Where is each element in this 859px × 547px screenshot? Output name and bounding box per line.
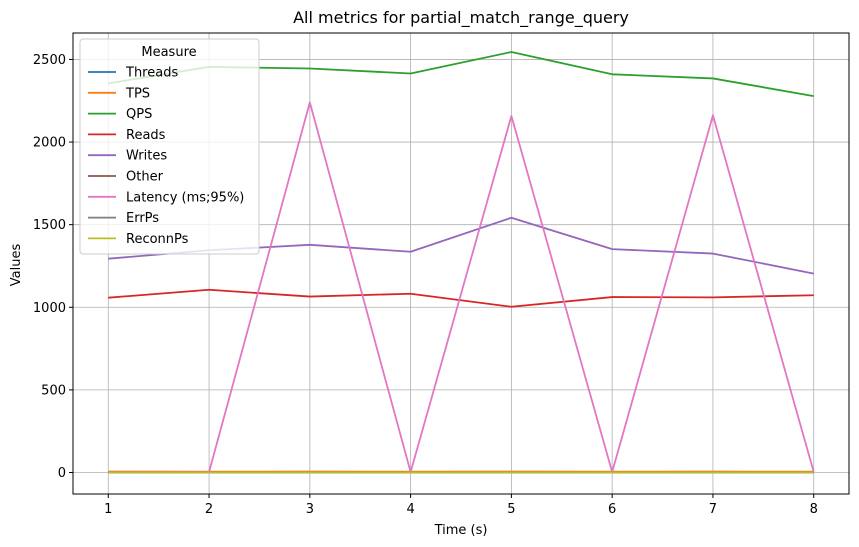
legend-label-reconnps: ReconnPs xyxy=(126,232,189,247)
plot-area-frame xyxy=(72,32,850,495)
legend-label-errps: ErrPs xyxy=(126,211,159,226)
legend-label-reads: Reads xyxy=(126,128,166,143)
chart-title: All metrics for partial_match_range_quer… xyxy=(293,8,629,28)
x-axis-ticks: 1 2 3 4 5 6 7 8 xyxy=(104,494,818,517)
y-axis-label: Values xyxy=(9,244,24,287)
x-tick-label: 8 xyxy=(810,502,818,517)
y-tick-label: 2000 xyxy=(33,136,66,151)
x-tick-label: 6 xyxy=(608,502,616,517)
legend-label-writes: Writes xyxy=(126,149,167,164)
x-tick-label: 4 xyxy=(406,502,414,517)
x-tick-label: 1 xyxy=(104,502,112,517)
legend-label-latency-ms-95: Latency (ms;95%) xyxy=(126,190,244,205)
legend-label-qps: QPS xyxy=(126,107,152,122)
series-line-latency-ms-95 xyxy=(108,101,815,474)
legend-label-other: Other xyxy=(126,170,164,185)
series-line-reads xyxy=(108,288,814,308)
y-tick-label: 2500 xyxy=(33,53,66,68)
legend: Measure Threads TPS QPS Reads Writes Other Lat… xyxy=(79,38,260,255)
x-tick-label: 7 xyxy=(709,502,717,517)
legend-label-threads: Threads xyxy=(125,66,178,81)
legend-label-tps: TPS xyxy=(125,86,150,101)
y-tick-label: 1500 xyxy=(33,218,66,233)
y-axis-ticks: 0 500 1000 1500 2000 2500 xyxy=(33,53,73,481)
legend-items: Threads TPS QPS Reads Writes Other Latency (ms… xyxy=(88,66,244,247)
x-tick-label: 5 xyxy=(507,502,515,517)
x-tick-label: 2 xyxy=(205,502,213,517)
y-tick-label: 0 xyxy=(58,466,66,481)
x-axis-label: Time (s) xyxy=(434,523,488,538)
x-tick-label: 3 xyxy=(306,502,314,517)
legend-box xyxy=(79,38,260,255)
y-tick-label: 1000 xyxy=(33,301,66,316)
y-tick-label: 500 xyxy=(41,383,66,398)
legend-title: Measure xyxy=(141,45,196,60)
